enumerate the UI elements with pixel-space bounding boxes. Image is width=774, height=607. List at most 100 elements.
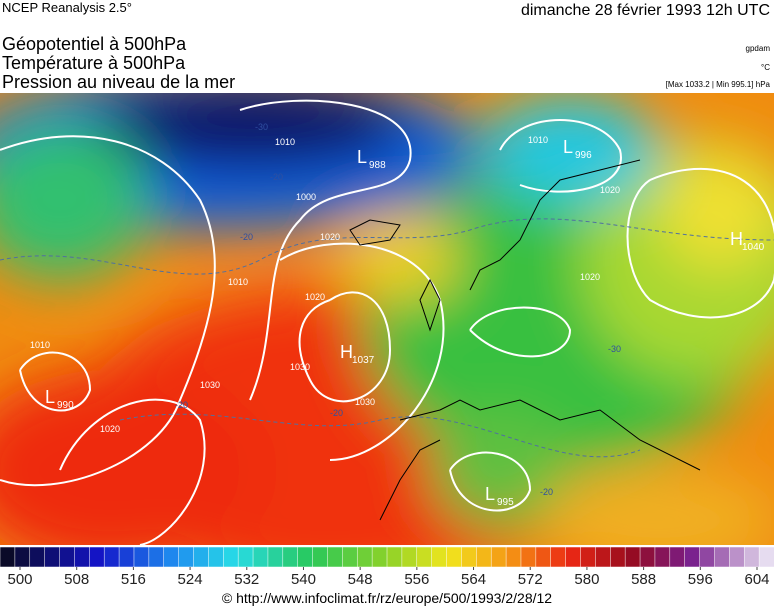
color-swatch (44, 546, 61, 568)
source: NCEP Reanalysis 2.5° (2, 0, 132, 15)
color-swatch (401, 546, 418, 568)
color-swatch (565, 546, 582, 568)
contour-label: -20 (270, 172, 283, 182)
color-swatch (252, 546, 269, 568)
contour-label: 1030 (355, 397, 375, 407)
color-swatch (297, 546, 314, 568)
contour-label: 1020 (305, 292, 325, 302)
color-swatch (520, 546, 537, 568)
color-swatch (729, 546, 745, 568)
contour-label: -20 (175, 400, 188, 410)
color-swatch (461, 546, 478, 568)
pressure-type: L (485, 484, 495, 504)
color-swatch (639, 546, 656, 568)
color-swatch (0, 546, 16, 568)
color-swatch (416, 546, 433, 568)
tick-label: 540 (291, 571, 316, 588)
color-swatch (237, 546, 254, 568)
color-swatch (14, 546, 31, 568)
title: Pression au niveau de la mer (2, 72, 235, 92)
tick-label: 580 (574, 571, 599, 588)
color-swatch (193, 546, 210, 568)
tick-label: 548 (348, 571, 373, 588)
tick-label: 556 (404, 571, 429, 588)
tick-label: 588 (631, 571, 656, 588)
tick-label: 572 (518, 571, 543, 588)
tick-label: 564 (461, 571, 486, 588)
color-swatch (758, 546, 774, 568)
color-swatch (684, 546, 701, 568)
color-swatch (327, 546, 344, 568)
pressure-value: 1040 (742, 242, 765, 253)
color-swatch (743, 546, 760, 568)
color-swatch (103, 546, 120, 568)
color-swatch (699, 546, 716, 568)
unit: °C (761, 63, 770, 72)
pressure-value: 990 (57, 400, 74, 411)
color-swatch (342, 546, 358, 568)
contour-label: -20 (540, 487, 553, 497)
map (0, 93, 774, 545)
color-swatch (714, 546, 731, 568)
pressure-value: 1037 (352, 355, 375, 366)
color-swatch (282, 546, 299, 568)
color-swatch (654, 546, 671, 568)
color-swatch (312, 546, 329, 568)
color-swatch (624, 546, 641, 568)
pressure-type: L (357, 147, 367, 167)
color-swatch (163, 546, 180, 568)
color-swatch (223, 546, 239, 568)
tick-label: 516 (121, 571, 146, 588)
contour-label: 1020 (320, 232, 340, 242)
color-swatch (118, 546, 135, 568)
tick-label: 500 (7, 571, 32, 588)
color-swatch (490, 546, 507, 568)
pressure-type: H (340, 342, 353, 362)
pressure-value: 995 (497, 497, 514, 508)
tick-label: 604 (744, 571, 769, 588)
color-swatch (386, 546, 403, 568)
color-swatch (74, 546, 91, 568)
color-swatch (356, 546, 373, 568)
unit: [Max 1033.2 | Min 995.1] hPa (666, 80, 771, 89)
color-swatch (133, 546, 150, 568)
color-swatch (580, 546, 597, 568)
color-swatch (535, 546, 552, 568)
contour-label: 1010 (275, 137, 295, 147)
color-swatch (446, 546, 463, 568)
contour-label: 1010 (30, 340, 50, 350)
contour-label: 1000 (296, 192, 316, 202)
tick-label: 508 (64, 571, 89, 588)
title: Température à 500hPa (2, 53, 186, 73)
pressure-type: L (45, 387, 55, 407)
color-swatch (371, 546, 388, 568)
unit: gpdam (746, 44, 771, 53)
color-swatch (610, 546, 626, 568)
color-swatch (431, 546, 448, 568)
title: Géopotentiel à 500hPa (2, 34, 187, 54)
contour-label: 1010 (228, 277, 248, 287)
contour-label: 1010 (528, 135, 548, 145)
contour-label: -20 (240, 232, 253, 242)
color-swatch (208, 546, 225, 568)
color-swatch (59, 546, 76, 568)
color-swatch (267, 546, 284, 568)
color-swatch (505, 546, 522, 568)
color-swatch (178, 546, 195, 568)
contour-label: -20 (330, 408, 343, 418)
color-swatch (669, 546, 686, 568)
contour-label: 1020 (600, 185, 620, 195)
color-swatch (29, 546, 46, 568)
footer: © http://www.infoclimat.fr/rz/europe/500… (222, 590, 552, 606)
color-swatch (89, 546, 105, 568)
contour-label: 1020 (580, 272, 600, 282)
color-swatch (550, 546, 567, 568)
date: dimanche 28 février 1993 12h UTC (521, 2, 770, 19)
pressure-type: H (730, 229, 743, 249)
pressure-value: 988 (369, 160, 386, 171)
tick-label: 532 (234, 571, 259, 588)
color-swatch (476, 546, 492, 568)
contour-label: -30 (608, 344, 621, 354)
contour-label: -30 (255, 122, 268, 132)
